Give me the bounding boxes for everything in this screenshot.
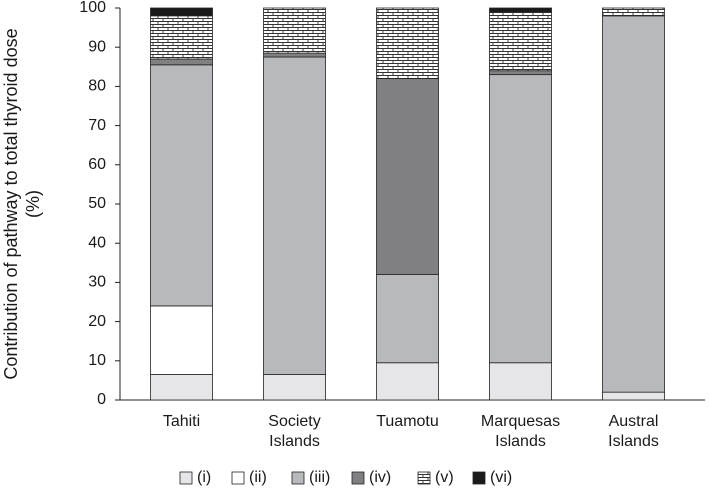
x-tick-label: Marquesas Islands [480,413,561,450]
bar-segment [376,274,439,364]
y-tick-label: 0 [97,391,106,408]
x-tick-label: Tuamotu [376,413,439,430]
legend-swatch [231,471,245,485]
bar-segment [376,78,439,275]
y-tick-label: 30 [88,274,106,291]
y-tick-label: 60 [88,156,106,173]
y-tick-label: 90 [88,38,106,55]
y-tick-label: 40 [88,234,106,251]
bar-segment [376,362,439,401]
legend-swatch [179,471,193,485]
y-axis-label: Contribution of pathway to total thyroid… [1,28,43,380]
x-tick-label: Austral Islands [608,413,659,450]
bar-segment [263,374,326,401]
y-tick-label: 100 [79,0,106,16]
bar-segment [263,52,326,58]
legend-label: (v) [435,469,454,486]
legend-swatch [417,471,431,485]
legend-label: (ii) [249,469,267,486]
legend-swatch [351,471,365,485]
legend-label: (i) [197,469,211,486]
bar-segment [602,391,665,401]
bar-segment [489,362,552,401]
bar-segment [150,374,213,401]
y-tick-label: 80 [88,78,106,95]
y-tick-label: 20 [88,313,106,330]
y-tick-label: 50 [88,195,106,212]
legend-swatch [291,471,305,485]
bar-segment [263,56,326,375]
legend-label: (vi) [490,469,512,486]
y-tick-label: 10 [88,352,106,369]
x-tick-label: Tahiti [162,413,201,430]
legend-label: (iv) [369,469,391,486]
bar-segment [150,64,213,307]
bar-segment [489,7,552,13]
bar-segment [150,7,213,17]
bar-segment [489,74,552,364]
legend-label: (iii) [309,469,330,486]
bar-segment [376,7,439,79]
bar-segment [150,58,213,66]
bar-segment [489,11,552,72]
legend-swatch [472,471,486,485]
bar-segment [150,15,213,60]
bar-segment [602,15,665,393]
bar-segment [263,7,326,54]
bar-segment [489,70,552,76]
x-tick-label: Society Islands [268,413,321,450]
bar-segment [602,7,665,17]
bar-segment [150,305,213,375]
y-tick-label: 70 [88,117,106,134]
